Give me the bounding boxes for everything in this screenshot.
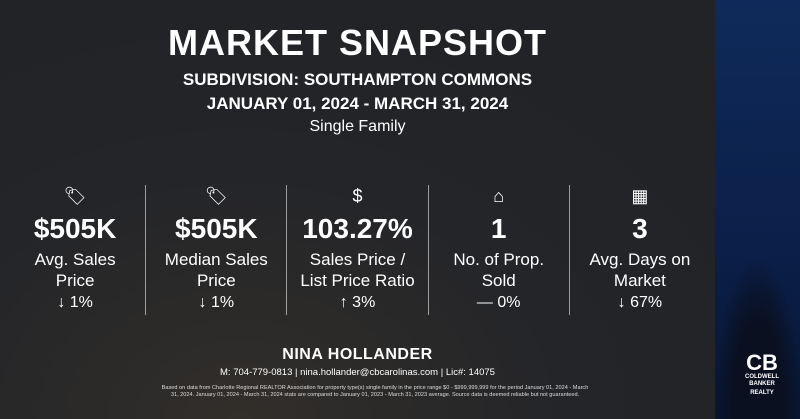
stat-label-line: List Price Ratio [300,271,415,290]
stat-value: 3 [632,213,648,244]
page-title: MARKET SNAPSHOT [167,22,547,63]
stat-change: ↑ 3% [339,294,376,311]
stat-label-line: Avg. Days on [589,250,691,269]
stat-card: ⌂ 1 No. of Prop. Sold — 0% [429,185,570,315]
stat-change: ↓ 67% [617,294,663,311]
stat-label: Sales Price / List Price Ratio [287,249,427,291]
tree-silhouette [715,260,800,419]
logo-text: REALTY [750,390,774,396]
disclaimer: Based on data from Charlotte Regional RE… [161,385,589,398]
stat-card: 🏷 $505K Avg. Sales Price ↓ 1% [5,185,147,315]
stat-card: ▦ 3 Avg. Days on Market ↓ 67% [570,185,710,315]
calendar-icon: ▦ [631,186,649,206]
stat-card: $ 103.27% Sales Price / List Price Ratio … [287,185,429,315]
date-range: JANUARY 01, 2024 - MARCH 31, 2024 [206,94,509,113]
logo-mark: CB [746,350,778,375]
stat-change: ↓ 1% [57,294,93,311]
stat-value: $505K [175,213,258,244]
stat-value: 103.27% [302,213,413,244]
stat-label-line: Price [196,271,236,290]
stat-label-line: Price [55,271,95,290]
stat-change: ↓ 1% [198,294,235,311]
stat-label-line: Sales Price / [309,250,406,269]
coldwell-banker-logo: CB COLDWELL BANKER REALTY [736,352,788,397]
stat-change: — 0% [476,294,521,311]
dollar-circle-icon: $ [352,186,363,206]
overlay-panel [0,0,715,419]
stat-label: Avg. Sales Price [5,249,145,291]
price-tag-icon: 🏷 [204,186,228,206]
stat-label: No. of Prop. Sold [429,249,569,291]
stat-label-line: Sold [481,271,516,290]
stats-row: 🏷 $505K Avg. Sales Price ↓ 1% 🏷 $505K Medi… [5,185,710,315]
stat-label: Avg. Days on Market [570,249,710,291]
stat-label-line: Market [613,271,666,290]
stat-label-line: No. of Prop. [453,250,545,269]
stat-card: 🏷 $505K Median Sales Price ↓ 1% [146,185,288,315]
stat-label-line: Avg. Sales [34,250,116,269]
agent-name: NINA HOLLANDER [282,346,433,363]
stat-value: 1 [490,213,507,244]
property-type: Single Family [309,118,406,135]
stat-label-line: Median Sales [164,250,268,269]
logo-text: COLDWELL [745,374,779,380]
agent-contact: M: 704-779-0813 | nina.hollander@cbcarol… [220,367,495,378]
logo-text: BANKER [749,381,775,387]
stat-label: Median Sales Price [146,249,286,291]
stat-value: $505K [33,213,117,244]
subdivision: SUBDIVISION: SOUTHAMPTON COMMONS [182,70,533,89]
price-tag-icon: 🏷 [63,186,87,206]
house-icon: ⌂ [493,186,505,206]
